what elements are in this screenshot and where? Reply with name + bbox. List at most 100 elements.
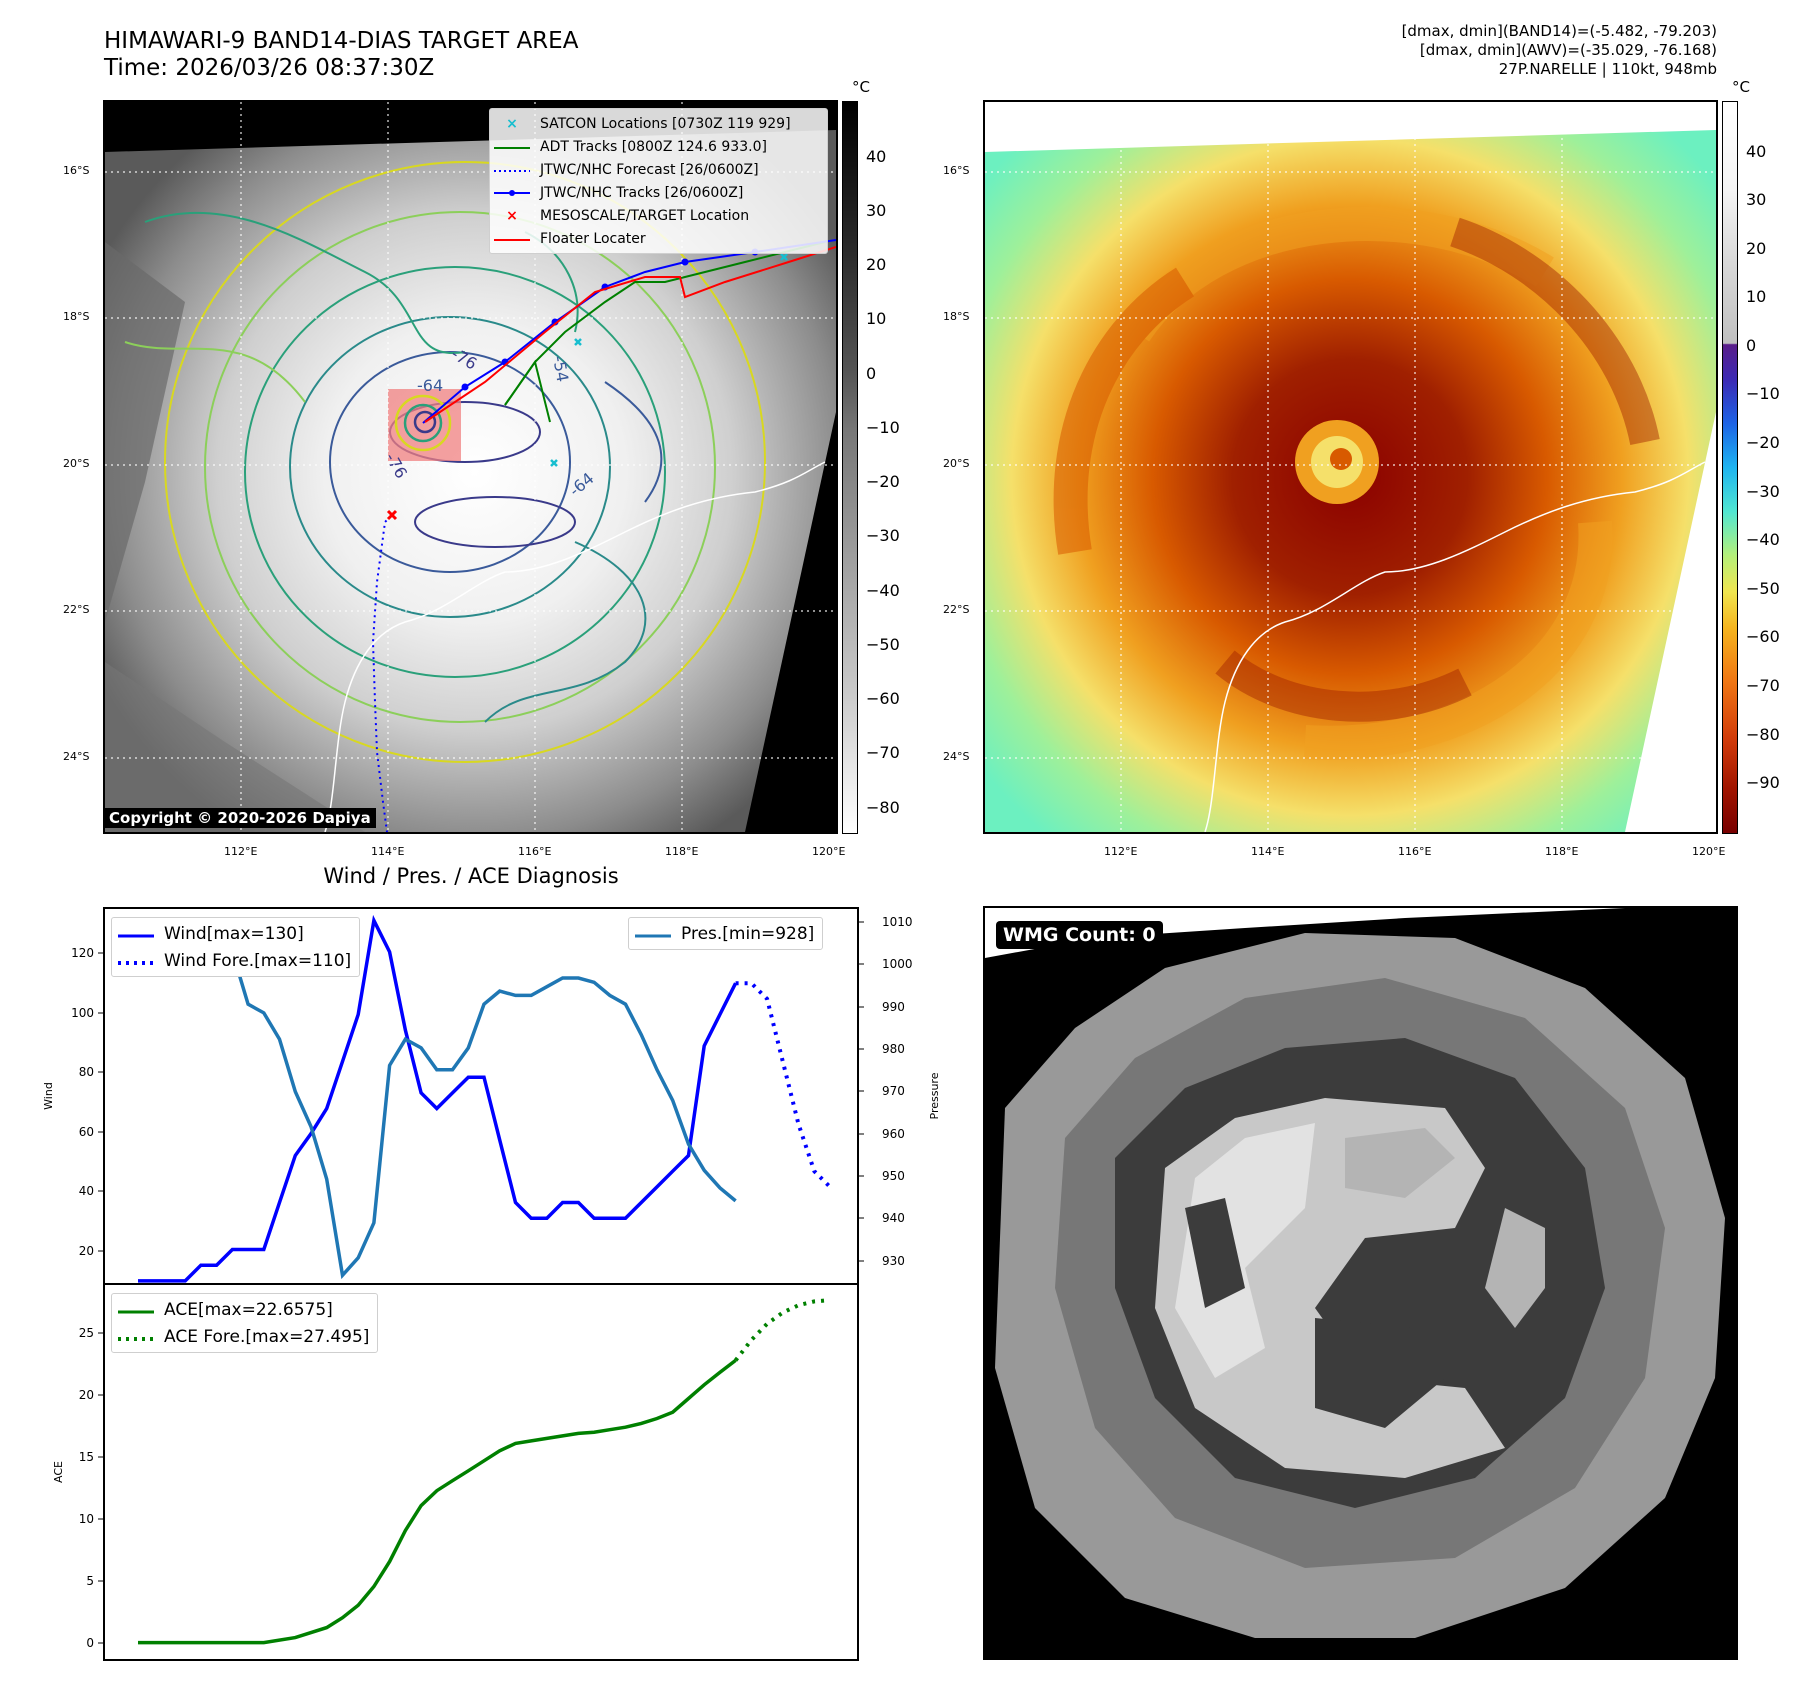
lat-label: 22°S: [943, 603, 970, 616]
colorbar-tick: −90: [1746, 773, 1780, 792]
lon-label: 116°E: [1398, 845, 1432, 858]
colorbar-tick: 10: [1746, 287, 1767, 306]
colorbar-tick: 40: [1746, 142, 1767, 161]
map-legend: × SATCON Locations [0730Z 119 929] ADT Tr…: [489, 108, 828, 254]
svg-text:80: 80: [79, 1065, 94, 1079]
svg-text:950: 950: [882, 1169, 905, 1183]
wind-series-line: [138, 914, 738, 1283]
legend-entry-wind-fore: Wind Fore.[max=110]: [118, 950, 352, 971]
wmg-count-label: WMG Count: 0: [996, 921, 1163, 949]
wind-legend: Wind[max=130] Wind Fore.[max=110]: [111, 917, 361, 977]
awv-coastline: [1204, 461, 1706, 832]
legend-entry-adt: ADT Tracks [0800Z 124.6 933.0]: [494, 138, 767, 155]
awv-colorbar: [1722, 101, 1738, 834]
colorbar-tick: −30: [866, 526, 900, 545]
wind-tick: 20: [79, 1244, 104, 1258]
colorbar-tick: 30: [1746, 190, 1767, 209]
info-band14: [dmax, dmin](BAND14)=(-5.482, -79.203): [1401, 22, 1717, 40]
wind-forecast-series-line: [735, 981, 832, 1189]
awv-colorbar-unit: °C: [1732, 78, 1750, 96]
pressure-tick: 940: [858, 1211, 905, 1225]
wind-tick: 60: [79, 1125, 104, 1139]
ace-tick: 15: [79, 1450, 104, 1464]
wind-tick: 40: [79, 1184, 104, 1198]
legend-entry-target: × MESOSCALE/TARGET Location: [506, 207, 750, 224]
lat-label: 18°S: [943, 310, 970, 323]
colorbar-tick: −80: [1746, 725, 1780, 744]
colorbar-tick: −20: [1746, 433, 1780, 452]
svg-text:980: 980: [882, 1042, 905, 1056]
svg-text:10: 10: [79, 1512, 94, 1526]
figure-title: HIMAWARI-9 BAND14-DIAS TARGET AREA: [104, 28, 579, 54]
lat-label: 24°S: [63, 750, 90, 763]
svg-text:970: 970: [882, 1084, 905, 1098]
lon-label: 114°E: [371, 845, 405, 858]
svg-text:60: 60: [79, 1125, 94, 1139]
pressure-legend: Pres.[min=928]: [628, 917, 824, 950]
band14-colorbar-unit: °C: [852, 78, 870, 96]
ace-forecast-series-line: [734, 1298, 831, 1362]
svg-text:940: 940: [882, 1211, 905, 1225]
band14-map-image: -76 -64 -54 -64 -76: [105, 102, 836, 832]
wind-tick: 100: [71, 1006, 104, 1020]
lat-label: 16°S: [63, 164, 90, 177]
adt-track: [504, 241, 826, 406]
figure-time: Time: 2026/03/26 08:37:30Z: [104, 55, 435, 81]
lon-label: 118°E: [1545, 845, 1579, 858]
lon-label: 112°E: [1104, 845, 1138, 858]
colorbar-tick: 0: [1746, 336, 1757, 355]
svg-text:1000: 1000: [882, 957, 913, 971]
ace-tick: 20: [79, 1388, 104, 1402]
lon-label: 118°E: [665, 845, 699, 858]
pressure-tick: 970: [858, 1084, 905, 1098]
awv-map-image: [985, 102, 1716, 832]
colorbar-tick: 30: [866, 201, 887, 220]
colorbar-tick: −60: [866, 689, 900, 708]
colorbar-tick: −40: [866, 581, 900, 600]
ace-tick: 25: [79, 1326, 104, 1340]
diagnosis-chart: Wind Pressure ACE 120 100 80 60 40 20 10…: [42, 907, 941, 1661]
svg-text:990: 990: [882, 1000, 905, 1014]
lat-label: 22°S: [63, 603, 90, 616]
colorbar-tick: −40: [1746, 530, 1780, 549]
ace-series-line: [138, 1359, 737, 1645]
svg-text:960: 960: [882, 1127, 905, 1141]
colorbar-tick: 20: [1746, 239, 1767, 258]
lon-label: 114°E: [1251, 845, 1285, 858]
contour-label: -64: [417, 376, 443, 395]
pressure-tick: 1010: [858, 915, 913, 929]
ace-tick: 0: [86, 1636, 104, 1650]
svg-text:100: 100: [71, 1006, 94, 1020]
info-storm: 27P.NARELLE | 110kt, 948mb: [1498, 60, 1717, 78]
svg-text:120: 120: [71, 946, 94, 960]
legend-entry-wind: Wind[max=130]: [118, 923, 304, 944]
lat-label: 16°S: [943, 164, 970, 177]
wmg-panel[interactable]: [983, 906, 1738, 1660]
colorbar-tick: −20: [866, 472, 900, 491]
wind-tick: 120: [71, 946, 104, 960]
pressure-tick: 950: [858, 1169, 905, 1183]
diagnosis-title: Wind / Pres. / ACE Diagnosis: [323, 864, 619, 888]
copyright-label: Copyright © 2020-2026 Dapiya: [104, 808, 376, 828]
svg-text:930: 930: [882, 1254, 905, 1268]
lat-label: 20°S: [63, 457, 90, 470]
pressure-tick: 980: [858, 1042, 905, 1056]
floater-locater-track: [424, 246, 836, 423]
colorbar-tick: −80: [866, 798, 900, 817]
svg-text:25: 25: [79, 1326, 94, 1340]
svg-text:20: 20: [79, 1388, 94, 1402]
coastline: [324, 461, 826, 832]
colorbar-tick: 0: [866, 364, 877, 383]
awv-map-panel[interactable]: [983, 100, 1718, 834]
colorbar-tick: −50: [866, 635, 900, 654]
colorbar-tick: −70: [1746, 676, 1780, 695]
ace-tick: 5: [86, 1574, 104, 1588]
lon-label: 116°E: [518, 845, 552, 858]
pressure-axis-label: Pressure: [928, 1072, 941, 1119]
svg-text:40: 40: [79, 1184, 94, 1198]
legend-entry-satcon: × SATCON Locations [0730Z 119 929]: [506, 115, 791, 132]
wmg-image: [985, 908, 1736, 1658]
pressure-tick: 930: [858, 1254, 905, 1268]
ace-axis-label: ACE: [52, 1461, 65, 1483]
lon-label: 120°E: [812, 845, 846, 858]
